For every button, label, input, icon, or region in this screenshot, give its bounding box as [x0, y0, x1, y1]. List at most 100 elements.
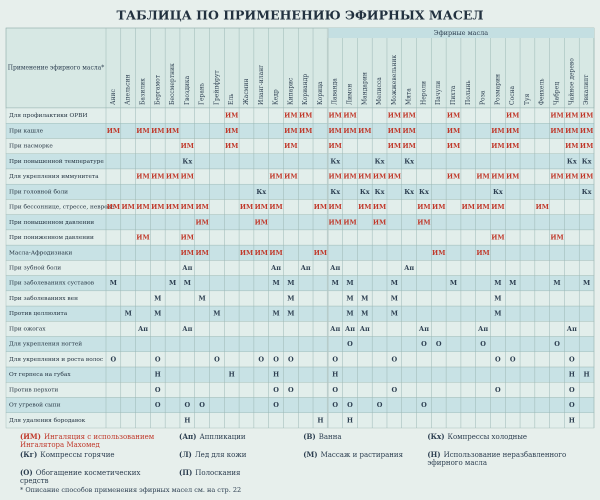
column-header: Кипарис — [287, 77, 294, 105]
cell: ИМ — [491, 142, 504, 150]
footnote: * Описание способов применения эфирных м… — [20, 486, 242, 494]
cell: О — [347, 401, 353, 409]
cell: ИМ — [181, 173, 194, 181]
column-header: Чайное дерево — [568, 58, 575, 105]
cell: ИМ — [255, 203, 268, 211]
column-header: Кориандр — [302, 74, 309, 105]
cell: ИМ — [580, 142, 593, 150]
column-header: Эвкалипт — [583, 74, 590, 105]
legend-text: Использование неразбавленного эфирного м… — [427, 451, 567, 467]
cell: ИМ — [447, 173, 460, 181]
cell: О — [332, 355, 338, 363]
cell: Кх — [493, 188, 503, 196]
cell: ИМ — [284, 127, 297, 135]
cell: О — [111, 355, 117, 363]
cell: Ап — [567, 325, 577, 333]
cell: ИМ — [476, 203, 489, 211]
cell: О — [258, 355, 264, 363]
cell: ИМ — [580, 173, 593, 181]
row-label: Для укрепления ногтей — [9, 342, 82, 348]
cell: Ап — [330, 264, 340, 272]
column-header: Мандарин — [361, 72, 368, 105]
legend: (ИМ) Ингаляция с использованием Ингалятор… — [20, 432, 590, 485]
row-label: При пониженном давлении — [9, 235, 94, 241]
cell: ИМ — [195, 249, 208, 257]
cell: ИМ — [491, 173, 504, 181]
row-bg — [5, 397, 595, 413]
cell: М — [583, 279, 590, 287]
cell: ИМ — [151, 173, 164, 181]
cell: ИМ — [107, 203, 120, 211]
cell: ИМ — [181, 234, 194, 242]
cell: ИМ — [358, 203, 371, 211]
cell: О — [421, 401, 427, 409]
cell: ИМ — [136, 127, 149, 135]
column-header: Мелисса — [376, 77, 383, 105]
legend-text: Ванна — [318, 433, 342, 441]
cell: ИМ — [269, 249, 282, 257]
cell: ИМ — [358, 127, 371, 135]
cell: ИМ — [447, 127, 460, 135]
cell: М — [287, 279, 294, 287]
column-header: Роза — [480, 90, 487, 105]
cell: О — [214, 355, 220, 363]
cell: ИМ — [299, 112, 312, 120]
cell: Кх — [404, 157, 414, 165]
legend-code: (М) — [303, 450, 318, 459]
cell: ИМ — [402, 142, 415, 150]
cell: ИМ — [447, 142, 460, 150]
row-bg — [5, 183, 595, 200]
cell: Ап — [182, 264, 192, 272]
legend-code: (ИМ) — [20, 432, 41, 441]
cell: О — [436, 340, 442, 348]
cell: М — [184, 279, 191, 287]
cell: М — [125, 310, 132, 318]
row-label: Масла-Афродизиаки — [9, 249, 72, 256]
column-header: Можжевельник — [391, 55, 398, 105]
cell: Ап — [360, 325, 370, 333]
cell: Ап — [419, 325, 429, 333]
cell: Н — [569, 371, 575, 379]
cell: Кх — [582, 188, 592, 196]
column-header: Гвоздика — [184, 75, 191, 105]
cell: ИМ — [269, 203, 282, 211]
cell: ИМ — [240, 203, 253, 211]
row-label: При насморке — [9, 144, 53, 150]
cell: Ап — [271, 264, 281, 272]
row-label: При кашле — [9, 128, 44, 134]
cell: Н — [569, 416, 575, 424]
column-header: Пихта — [450, 85, 457, 105]
cell: ИМ — [476, 173, 489, 181]
cell: ИМ — [388, 142, 401, 150]
row-label: От герпеса на губах — [9, 371, 71, 378]
cell: ИМ — [565, 127, 578, 135]
cell: М — [110, 279, 117, 287]
cell: Н — [584, 371, 590, 379]
cell: ИМ — [565, 142, 578, 150]
cell: М — [361, 294, 368, 302]
cell: ИМ — [329, 127, 342, 135]
cell: М — [509, 279, 516, 287]
cell: ИМ — [181, 142, 194, 150]
cell: ИМ — [402, 127, 415, 135]
cell: Кх — [330, 157, 340, 165]
cell: М — [272, 310, 279, 318]
header-bg — [5, 27, 595, 109]
legend-item: (Л) Лед для кожи — [179, 450, 295, 467]
column-header: Бергамот — [154, 74, 161, 105]
cell: ИМ — [536, 203, 549, 211]
legend-code: (О) — [20, 468, 33, 477]
cell: Кх — [404, 188, 414, 196]
cell: ИМ — [107, 127, 120, 135]
row-bg — [5, 412, 595, 429]
cell: ИМ — [432, 249, 445, 257]
row-label: Для профилактики ОРВИ — [9, 112, 88, 119]
table: ТАБЛИЦА ПО ПРИМЕНЕНИЮ ЭФИРНЫХ МАСЕЛ Эфир… — [5, 7, 595, 429]
row-label: При заболеваниях вен — [9, 295, 78, 302]
cell: ИМ — [491, 203, 504, 211]
cell: О — [273, 386, 279, 394]
row-bg — [5, 336, 595, 353]
cell: О — [569, 386, 575, 394]
cell: О — [332, 386, 338, 394]
